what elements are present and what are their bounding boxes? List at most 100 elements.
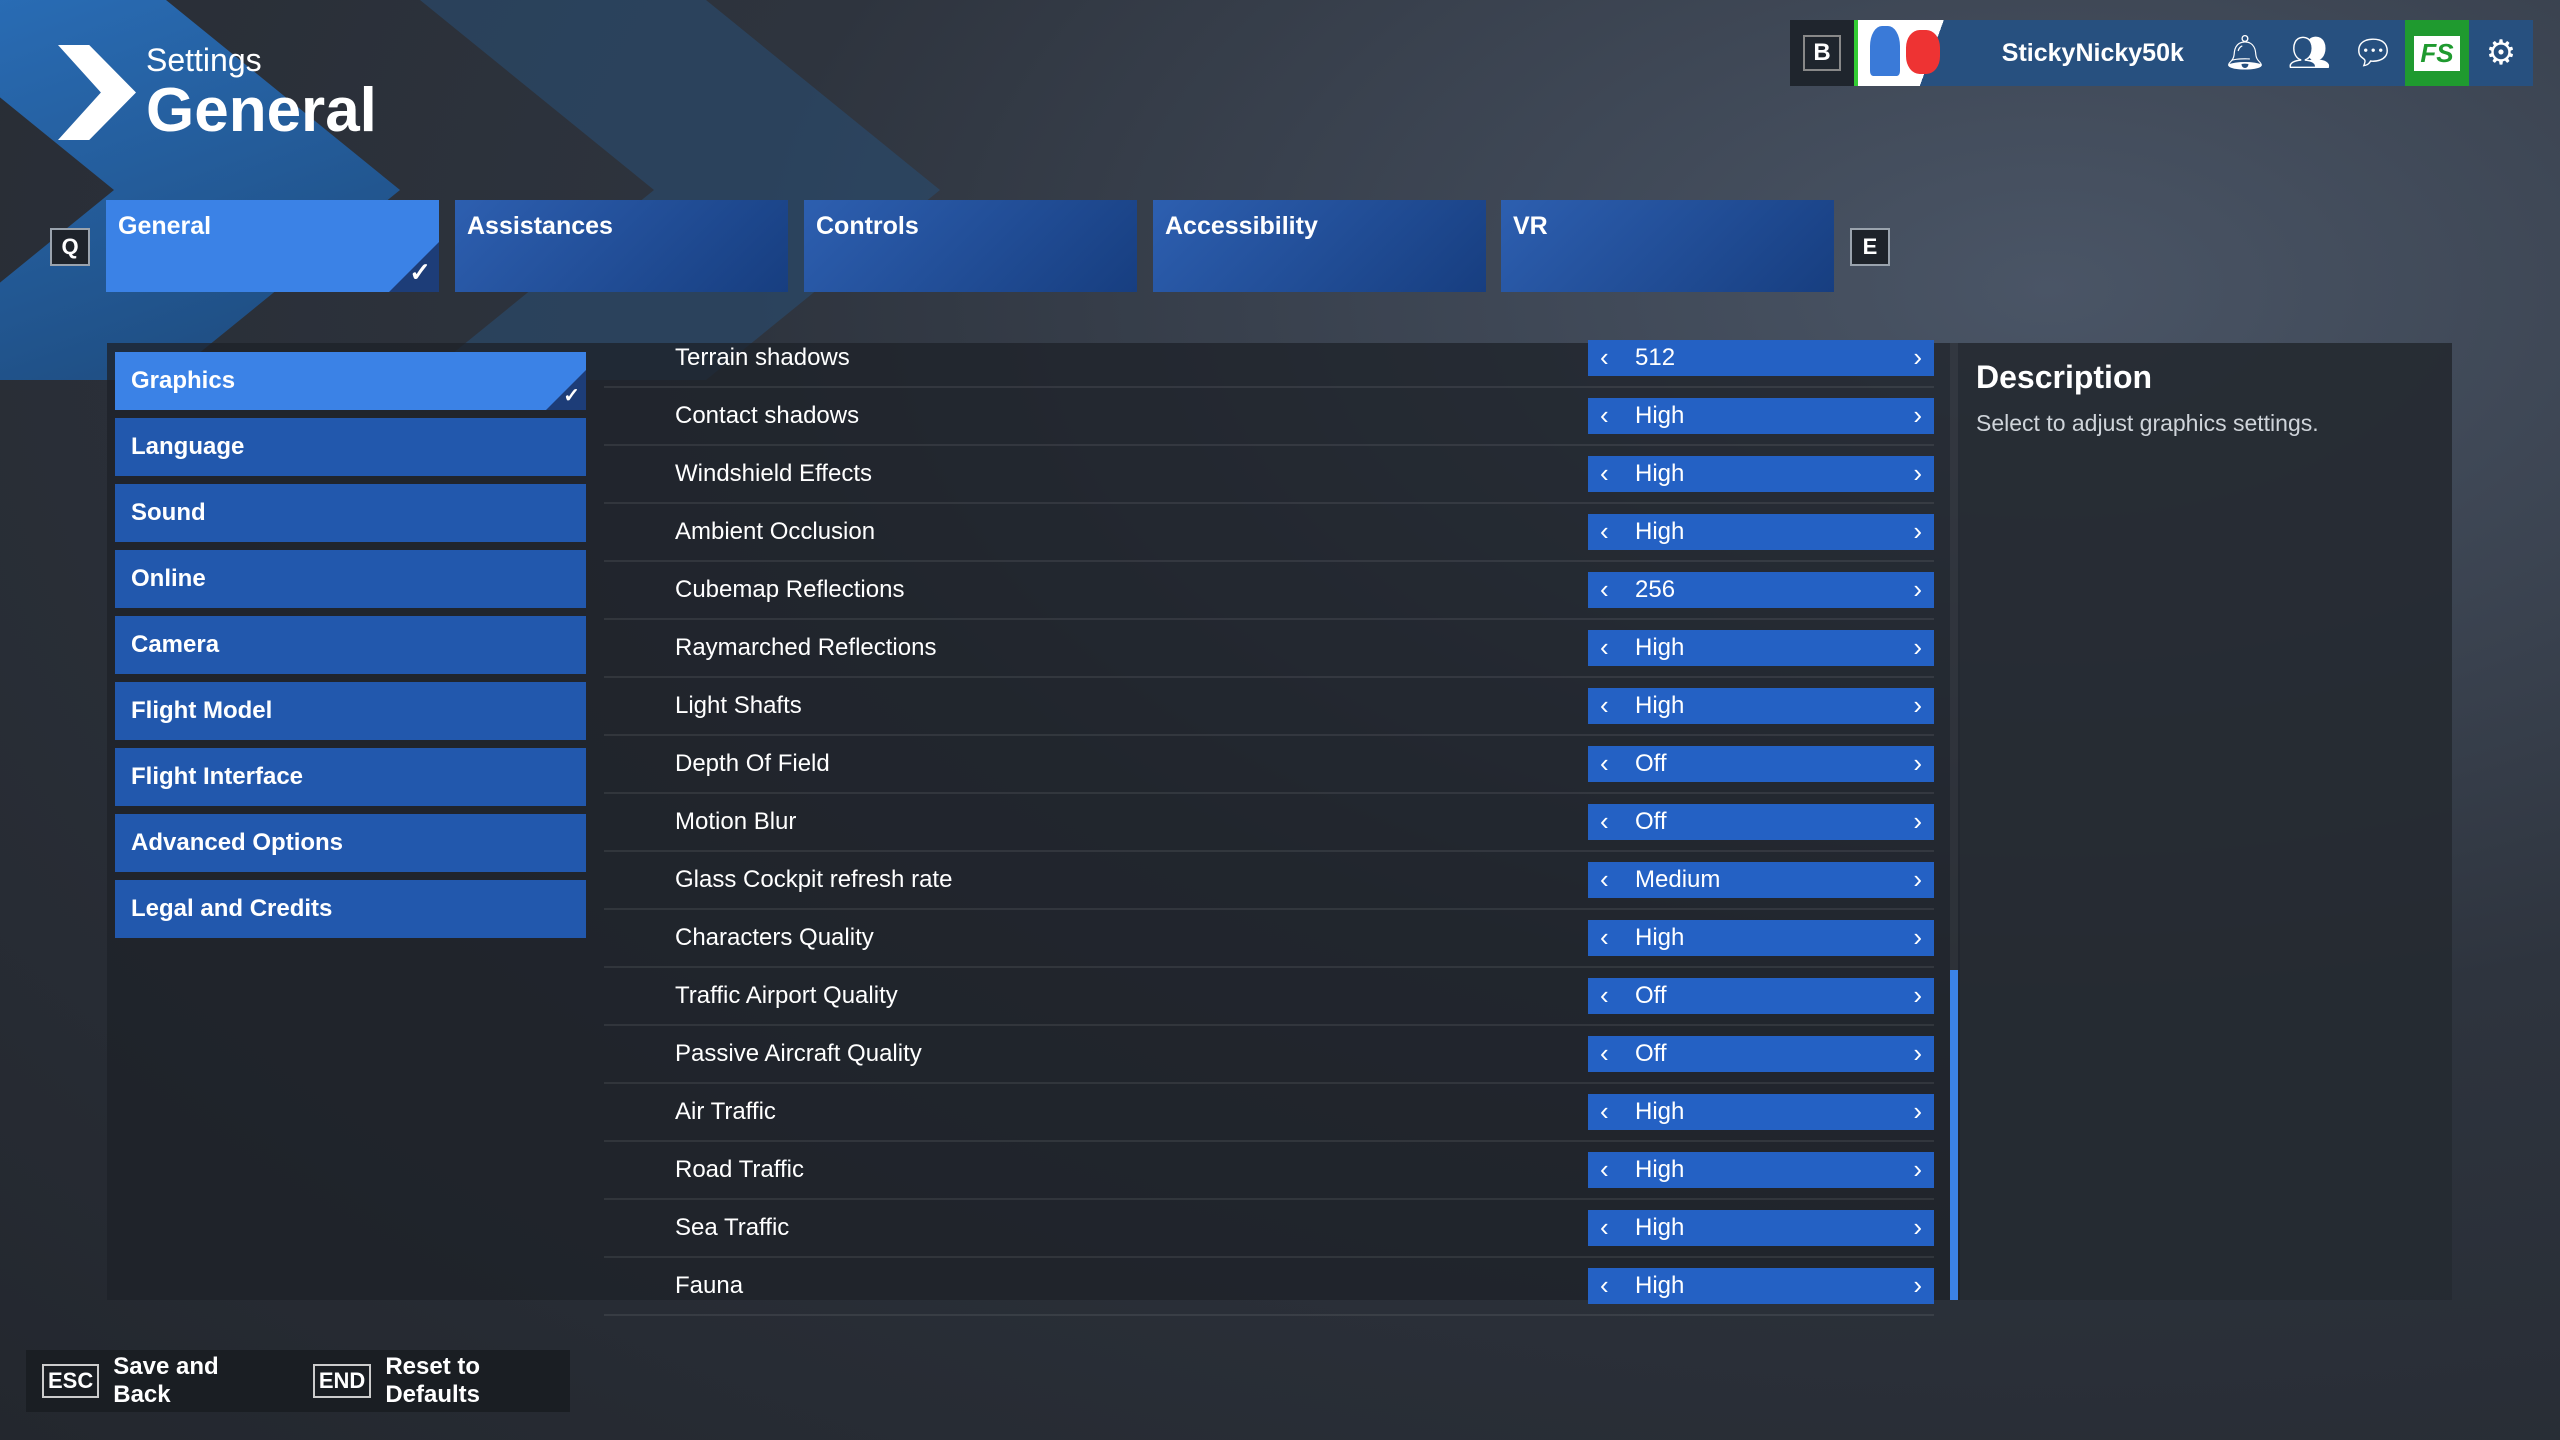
chevron-left-icon[interactable]: ‹ xyxy=(1600,1038,1609,1068)
chevron-left-icon[interactable]: ‹ xyxy=(1600,1096,1609,1126)
chevron-left-icon[interactable]: ‹ xyxy=(1600,690,1609,720)
chevron-right-icon[interactable]: › xyxy=(1913,748,1922,778)
tab-label: Controls xyxy=(816,212,919,240)
chevron-left-icon[interactable]: ‹ xyxy=(1600,574,1609,604)
user-bar: B StickyNicky50k 🔔︎ 👥︎ 💬︎ FS ⚙ xyxy=(1790,20,2533,86)
chevron-right-icon[interactable]: › xyxy=(1913,400,1922,430)
sidebar-item-advanced-options[interactable]: Advanced Options xyxy=(115,814,586,872)
chevron-right-icon[interactable]: › xyxy=(1913,1038,1922,1068)
setting-selector[interactable]: ‹ High › xyxy=(1588,514,1934,550)
setting-selector[interactable]: ‹ 512 › xyxy=(1588,340,1934,376)
setting-row[interactable]: Ambient Occlusion ‹ High › xyxy=(604,504,1934,562)
setting-row[interactable]: Cubemap Reflections ‹ 256 › xyxy=(604,562,1934,620)
setting-selector[interactable]: ‹ Medium › xyxy=(1588,862,1934,898)
setting-row[interactable]: Depth Of Field ‹ Off › xyxy=(604,736,1934,794)
setting-row[interactable]: Light Shafts ‹ High › xyxy=(604,678,1934,736)
setting-selector[interactable]: ‹ High › xyxy=(1588,398,1934,434)
setting-row[interactable]: Passive Aircraft Quality ‹ Off › xyxy=(604,1026,1934,1084)
scrollbar[interactable] xyxy=(1950,343,1958,1300)
chevron-right-icon[interactable]: › xyxy=(1913,806,1922,836)
sidebar-item-graphics[interactable]: Graphics ✓ xyxy=(115,352,586,410)
chevron-left-icon[interactable]: ‹ xyxy=(1600,806,1609,836)
save-and-back-button[interactable]: Save and Back xyxy=(113,1353,219,1408)
gear-icon[interactable]: ⚙ xyxy=(2485,34,2517,72)
setting-value: Medium xyxy=(1635,866,1721,893)
setting-selector[interactable]: ‹ Off › xyxy=(1588,804,1934,840)
chevron-left-icon[interactable]: ‹ xyxy=(1600,400,1609,430)
setting-selector[interactable]: ‹ Off › xyxy=(1588,746,1934,782)
setting-row[interactable]: Fauna ‹ High › xyxy=(604,1258,1934,1316)
chevron-right-icon[interactable]: › xyxy=(1913,1154,1922,1184)
store-icon[interactable]: FS xyxy=(2405,20,2469,86)
setting-selector[interactable]: ‹ High › xyxy=(1588,688,1934,724)
bell-icon[interactable]: 🔔︎ xyxy=(2223,34,2267,72)
chevron-right-icon[interactable]: › xyxy=(1913,922,1922,952)
sidebar-item-legal-and-credits[interactable]: Legal and Credits xyxy=(115,880,586,938)
chevron-left-icon[interactable]: ‹ xyxy=(1600,632,1609,662)
setting-selector[interactable]: ‹ High › xyxy=(1588,456,1934,492)
setting-selector[interactable]: ‹ Off › xyxy=(1588,1036,1934,1072)
setting-selector[interactable]: ‹ High › xyxy=(1588,1210,1934,1246)
sidebar-item-label: Flight Interface xyxy=(131,763,304,790)
tab-accessibility[interactable]: Accessibility xyxy=(1153,200,1486,292)
setting-row[interactable]: Glass Cockpit refresh rate ‹ Medium › xyxy=(604,852,1934,910)
prev-tab-key[interactable]: Q xyxy=(50,228,90,266)
reset-defaults-button[interactable]: Reset to Defaults xyxy=(385,1353,480,1408)
chevron-right-icon[interactable]: › xyxy=(1913,342,1922,372)
chevron-right-icon[interactable]: › xyxy=(1913,1096,1922,1126)
chevron-right-icon[interactable]: › xyxy=(1913,864,1922,894)
scrollbar-thumb[interactable] xyxy=(1950,970,1958,1300)
tab-vr[interactable]: VR xyxy=(1501,200,1834,292)
chat-icon[interactable]: 💬︎ xyxy=(2351,34,2395,72)
setting-value: High xyxy=(1635,1098,1685,1125)
next-tab-key[interactable]: E xyxy=(1850,228,1890,266)
setting-row[interactable]: Road Traffic ‹ High › xyxy=(604,1142,1934,1200)
chevron-left-icon[interactable]: ‹ xyxy=(1600,516,1609,546)
chevron-right-icon[interactable]: › xyxy=(1913,516,1922,546)
chevron-left-icon[interactable]: ‹ xyxy=(1600,342,1609,372)
chevron-left-icon[interactable]: ‹ xyxy=(1600,1212,1609,1242)
setting-label: Windshield Effects xyxy=(675,460,872,487)
chevron-right-icon[interactable]: › xyxy=(1913,574,1922,604)
chevron-left-icon[interactable]: ‹ xyxy=(1600,922,1609,952)
chevron-right-icon[interactable]: › xyxy=(1913,458,1922,488)
chevron-left-icon[interactable]: ‹ xyxy=(1600,1270,1609,1300)
setting-selector[interactable]: ‹ High › xyxy=(1588,1152,1934,1188)
chevron-left-icon[interactable]: ‹ xyxy=(1600,458,1609,488)
sidebar-item-flight-model[interactable]: Flight Model xyxy=(115,682,586,740)
chevron-left-icon[interactable]: ‹ xyxy=(1600,864,1609,894)
setting-row[interactable]: Contact shadows ‹ High › xyxy=(604,388,1934,446)
chevron-left-icon[interactable]: ‹ xyxy=(1600,748,1609,778)
setting-row[interactable]: Characters Quality ‹ High › xyxy=(604,910,1934,968)
sidebar-item-sound[interactable]: Sound xyxy=(115,484,586,542)
setting-selector[interactable]: ‹ High › xyxy=(1588,1094,1934,1130)
setting-selector[interactable]: ‹ High › xyxy=(1588,920,1934,956)
sidebar-item-online[interactable]: Online xyxy=(115,550,586,608)
chevron-right-icon[interactable]: › xyxy=(1913,980,1922,1010)
setting-selector[interactable]: ‹ 256 › xyxy=(1588,572,1934,608)
chevron-left-icon[interactable]: ‹ xyxy=(1600,1154,1609,1184)
setting-row[interactable]: Air Traffic ‹ High › xyxy=(604,1084,1934,1142)
setting-row[interactable]: Windshield Effects ‹ High › xyxy=(604,446,1934,504)
sidebar-item-language[interactable]: Language xyxy=(115,418,586,476)
chevron-left-icon[interactable]: ‹ xyxy=(1600,980,1609,1010)
sidebar-item-camera[interactable]: Camera xyxy=(115,616,586,674)
chevron-right-icon[interactable]: › xyxy=(1913,1270,1922,1300)
chevron-right-icon[interactable]: › xyxy=(1913,690,1922,720)
setting-selector[interactable]: ‹ High › xyxy=(1588,1268,1934,1304)
setting-row[interactable]: Raymarched Reflections ‹ High › xyxy=(604,620,1934,678)
setting-row[interactable]: Terrain shadows ‹ 512 › xyxy=(604,330,1934,388)
avatar[interactable] xyxy=(1853,20,1990,86)
setting-selector[interactable]: ‹ High › xyxy=(1588,630,1934,666)
setting-row[interactable]: Motion Blur ‹ Off › xyxy=(604,794,1934,852)
chevron-right-icon[interactable]: › xyxy=(1913,632,1922,662)
tab-general[interactable]: General ✓ xyxy=(106,200,439,292)
friends-icon[interactable]: 👥︎ xyxy=(2287,34,2331,72)
sidebar-item-flight-interface[interactable]: Flight Interface xyxy=(115,748,586,806)
setting-row[interactable]: Traffic Airport Quality ‹ Off › xyxy=(604,968,1934,1026)
setting-selector[interactable]: ‹ Off › xyxy=(1588,978,1934,1014)
tab-controls[interactable]: Controls xyxy=(804,200,1137,292)
chevron-right-icon[interactable]: › xyxy=(1913,1212,1922,1242)
tab-assistances[interactable]: Assistances xyxy=(455,200,788,292)
setting-row[interactable]: Sea Traffic ‹ High › xyxy=(604,1200,1934,1258)
